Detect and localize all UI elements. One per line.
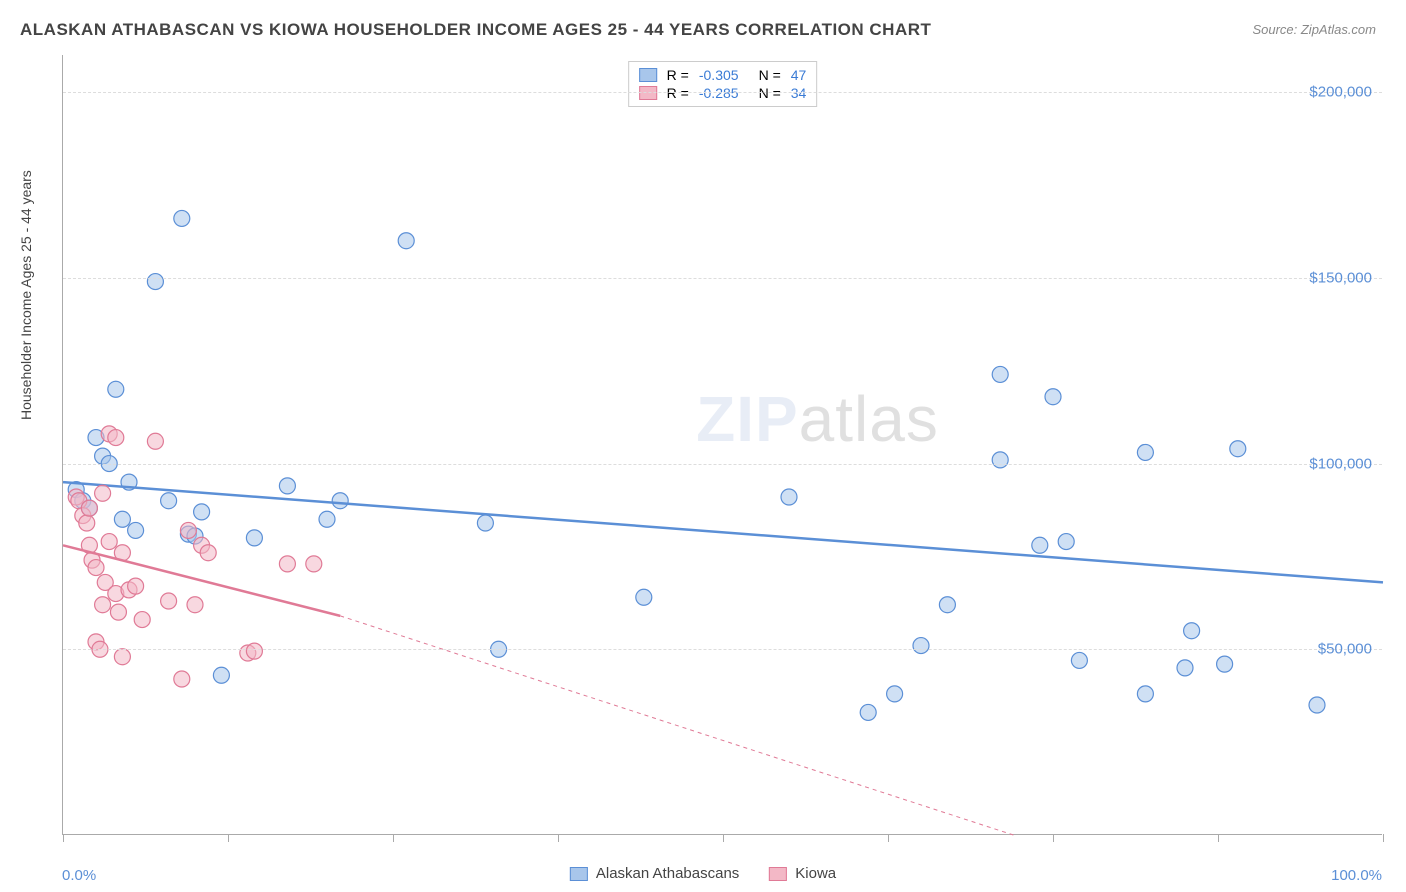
data-point (939, 597, 955, 613)
data-point (95, 597, 111, 613)
legend-swatch (570, 867, 588, 881)
data-point (781, 489, 797, 505)
source-label: Source: (1252, 22, 1300, 37)
data-point (101, 534, 117, 550)
chart-title: ALASKAN ATHABASCAN VS KIOWA HOUSEHOLDER … (20, 20, 931, 40)
legend-item: Alaskan Athabascans (570, 865, 739, 882)
data-point (108, 430, 124, 446)
data-point (279, 478, 295, 494)
r-value: -0.305 (699, 67, 739, 83)
data-point (128, 522, 144, 538)
x-axis-max-label: 100.0% (1331, 867, 1382, 884)
data-point (147, 274, 163, 290)
data-point (128, 578, 144, 594)
r-label: R = (667, 67, 689, 83)
y-tick-label: $150,000 (1309, 269, 1372, 286)
data-point (114, 511, 130, 527)
data-point (398, 233, 414, 249)
data-point (1230, 441, 1246, 457)
data-point (319, 511, 335, 527)
x-axis-min-label: 0.0% (62, 867, 96, 884)
correlation-legend: R = -0.305 N = 47 R = -0.285 N = 34 (628, 61, 818, 107)
data-point (477, 515, 493, 531)
legend-item: Kiowa (769, 865, 836, 882)
data-point (1177, 660, 1193, 676)
y-tick-label: $50,000 (1318, 641, 1372, 658)
x-tick (63, 834, 64, 842)
gridline (63, 649, 1382, 650)
y-tick-label: $100,000 (1309, 455, 1372, 472)
data-point (992, 366, 1008, 382)
data-point (887, 686, 903, 702)
data-point (161, 593, 177, 609)
data-point (81, 500, 97, 516)
data-point (180, 522, 196, 538)
n-value: 47 (791, 67, 807, 83)
data-point (110, 604, 126, 620)
gridline (63, 464, 1382, 465)
data-point (1058, 534, 1074, 550)
data-point (279, 556, 295, 572)
y-tick-label: $200,000 (1309, 84, 1372, 101)
x-tick (1053, 834, 1054, 842)
data-point (161, 493, 177, 509)
data-point (134, 612, 150, 628)
series-name: Alaskan Athabascans (596, 865, 739, 882)
data-point (194, 504, 210, 520)
series-name: Kiowa (795, 865, 836, 882)
data-point (246, 643, 262, 659)
x-tick (1218, 834, 1219, 842)
data-point (992, 452, 1008, 468)
data-point (1184, 623, 1200, 639)
data-point (213, 667, 229, 683)
data-point (332, 493, 348, 509)
data-point (913, 638, 929, 654)
data-point (246, 530, 262, 546)
x-tick (1383, 834, 1384, 842)
data-point (1071, 652, 1087, 668)
plot-area: ZIPatlas R = -0.305 N = 47 R = -0.285 N … (62, 55, 1382, 835)
data-point (187, 597, 203, 613)
data-point (1217, 656, 1233, 672)
n-label: N = (759, 67, 781, 83)
x-tick (723, 834, 724, 842)
data-point (1032, 537, 1048, 553)
legend-row: R = -0.305 N = 47 (639, 66, 807, 84)
y-axis-title: Householder Income Ages 25 - 44 years (18, 170, 34, 420)
series-legend: Alaskan Athabascans Kiowa (570, 865, 836, 882)
data-point (108, 381, 124, 397)
data-point (174, 671, 190, 687)
data-point (147, 433, 163, 449)
x-tick (393, 834, 394, 842)
data-point (114, 649, 130, 665)
gridline (63, 92, 1382, 93)
data-point (174, 210, 190, 226)
data-point (79, 515, 95, 531)
x-tick (228, 834, 229, 842)
legend-swatch (639, 68, 657, 82)
x-tick (558, 834, 559, 842)
data-point (1137, 444, 1153, 460)
source-attribution: Source: ZipAtlas.com (1252, 22, 1376, 37)
legend-swatch (769, 867, 787, 881)
data-point (1137, 686, 1153, 702)
data-point (306, 556, 322, 572)
x-tick (888, 834, 889, 842)
source-name: ZipAtlas.com (1301, 22, 1376, 37)
data-point (1045, 389, 1061, 405)
gridline (63, 278, 1382, 279)
chart-svg (63, 55, 1382, 834)
data-point (636, 589, 652, 605)
data-point (95, 485, 111, 501)
data-point (1309, 697, 1325, 713)
data-point (200, 545, 216, 561)
data-point (88, 560, 104, 576)
data-point (860, 704, 876, 720)
